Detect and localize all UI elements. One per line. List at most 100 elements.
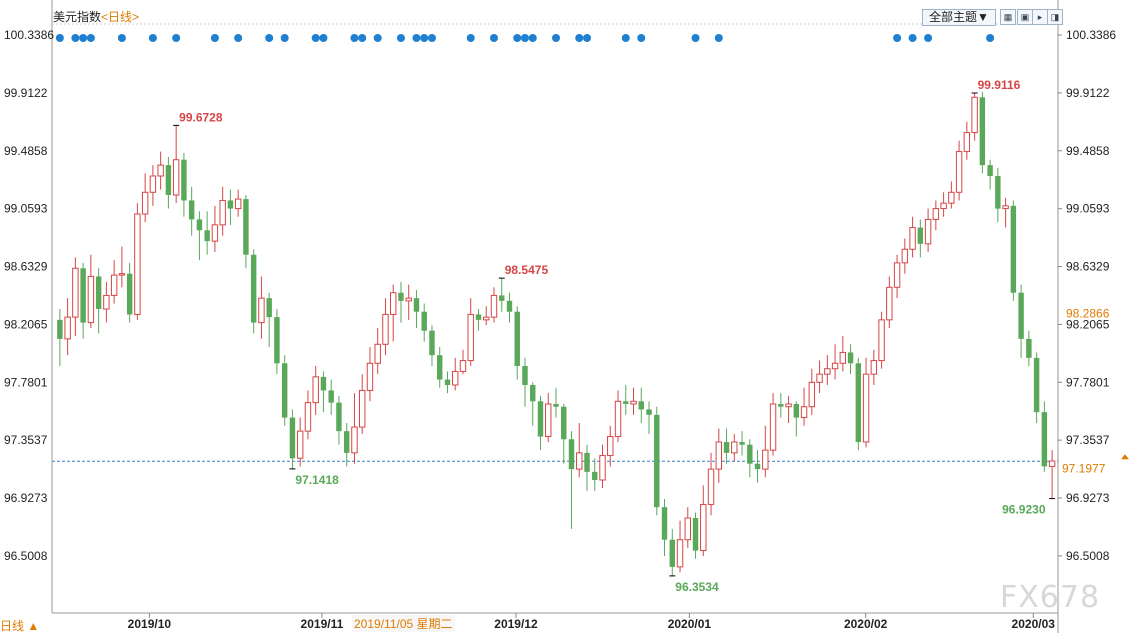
play-icon[interactable]: ▸ bbox=[1032, 9, 1048, 25]
candle-body-up bbox=[351, 426, 358, 454]
candle-body-down bbox=[739, 442, 745, 445]
candle-body-down bbox=[584, 452, 590, 472]
candle-body-down bbox=[553, 404, 559, 407]
candle-body-down bbox=[188, 200, 195, 220]
y-tick-label-left: 98.2065 bbox=[4, 317, 48, 331]
candle-body-down bbox=[281, 363, 288, 418]
candle-body-up bbox=[374, 343, 381, 364]
candle-body-down bbox=[289, 417, 296, 459]
candle-body-down bbox=[429, 330, 435, 356]
candle-body-down bbox=[475, 314, 482, 320]
event-marker-dot bbox=[714, 34, 723, 42]
event-marker-dot bbox=[637, 34, 646, 42]
candle-body-up bbox=[452, 370, 459, 386]
period-switch[interactable]: 日线 ▲ bbox=[0, 619, 40, 633]
y-tick-label-right: 97.3537 bbox=[1066, 433, 1110, 447]
candle-body-up bbox=[87, 275, 95, 324]
candle-body-down bbox=[669, 539, 675, 567]
candle-body-up bbox=[614, 400, 622, 438]
candle-body-up bbox=[839, 351, 847, 364]
period-label[interactable]: <日线> bbox=[101, 10, 140, 24]
candle-body-down bbox=[661, 507, 668, 540]
candle-body-up bbox=[862, 373, 870, 443]
candle-body-down bbox=[444, 379, 451, 385]
candle-body-up bbox=[909, 227, 916, 250]
high-annotation: 98.5475 bbox=[505, 263, 549, 277]
event-marker-dot bbox=[86, 34, 95, 42]
event-marker-dot bbox=[311, 34, 320, 42]
y-tick-label-right: 98.2065 bbox=[1066, 317, 1110, 331]
y-tick-label-right: 98.6329 bbox=[1066, 260, 1110, 274]
candle-body-up bbox=[157, 164, 164, 177]
event-marker-dot bbox=[924, 34, 933, 42]
candle-body-down bbox=[274, 317, 280, 364]
candle-body-up bbox=[141, 191, 149, 215]
theme-dropdown-button[interactable]: 全部主题▼ bbox=[922, 9, 996, 26]
event-marker-dot bbox=[280, 34, 289, 42]
y-tick-label-left: 99.0593 bbox=[4, 202, 48, 216]
candle-body-up bbox=[932, 208, 940, 220]
event-marker-dot bbox=[520, 34, 529, 42]
candle-body-down bbox=[747, 444, 753, 464]
event-marker-dot bbox=[148, 34, 157, 42]
x-tick-label: 2019/10 bbox=[128, 617, 172, 631]
up-arrow-icon bbox=[1121, 454, 1129, 460]
candle-body-down bbox=[1010, 205, 1017, 293]
candle-body-up bbox=[405, 297, 412, 302]
panel-toggle-icon[interactable]: ◨ bbox=[1047, 9, 1063, 25]
x-tick-label: 2019/12 bbox=[494, 617, 538, 631]
candle-body-down bbox=[320, 376, 327, 391]
candle-body-down bbox=[537, 401, 544, 437]
candle-body-up bbox=[134, 213, 141, 315]
y-tick-label-left: 97.3537 bbox=[4, 433, 48, 447]
hover-date-tooltip: 2019/11/05 星期二 bbox=[352, 615, 455, 632]
candle-body-down bbox=[421, 311, 427, 331]
candle-body-up bbox=[971, 96, 978, 134]
event-marker-dot bbox=[71, 34, 80, 42]
x-tick-label: 2020/02 bbox=[844, 617, 888, 631]
candle-body-up bbox=[118, 273, 126, 276]
candle-body-down bbox=[437, 355, 443, 380]
candle-body-down bbox=[987, 165, 993, 176]
event-marker-dot bbox=[893, 34, 902, 42]
candle-body-down bbox=[522, 366, 528, 385]
low-annotation: 96.9230 bbox=[1002, 503, 1046, 517]
x-tick-label: 2020/01 bbox=[668, 617, 712, 631]
watermark-logo: FX678 bbox=[1000, 580, 1101, 615]
event-marker-dot bbox=[528, 34, 537, 42]
candle-body-up bbox=[467, 313, 474, 362]
event-marker-dot bbox=[373, 34, 382, 42]
y-tick-label-left: 98.6329 bbox=[4, 260, 48, 274]
candle-body-up bbox=[955, 151, 963, 193]
layout-single-icon[interactable]: ▣ bbox=[1017, 9, 1033, 25]
y-tick-label-right: 99.9122 bbox=[1066, 86, 1110, 100]
candle-body-down bbox=[754, 463, 761, 470]
layout-grid-icon[interactable]: ▦ bbox=[1000, 9, 1016, 25]
candle-body-up bbox=[72, 267, 79, 318]
candle-body-up bbox=[948, 191, 955, 204]
candle-body-down bbox=[561, 406, 567, 440]
candle-body-up bbox=[490, 294, 498, 318]
event-marker-dot bbox=[319, 34, 328, 42]
event-marker-dot bbox=[396, 34, 405, 42]
candle-body-down bbox=[995, 176, 1001, 209]
candle-body-down bbox=[250, 254, 257, 323]
candle-body-up bbox=[769, 403, 777, 451]
candle-body-up bbox=[676, 539, 684, 568]
candle-body-down bbox=[723, 442, 730, 453]
event-marker-dot bbox=[908, 34, 917, 42]
candle-body-up bbox=[878, 319, 885, 362]
candle-body-up bbox=[870, 360, 878, 375]
event-marker-dot bbox=[489, 34, 498, 42]
candle-body-up bbox=[576, 452, 583, 470]
candle-body-up bbox=[924, 218, 932, 245]
candle-body-down bbox=[638, 401, 644, 410]
candle-body-down bbox=[196, 219, 203, 231]
candle-body-down bbox=[592, 471, 598, 480]
candle-body-down bbox=[979, 97, 986, 166]
candle-body-down bbox=[692, 518, 699, 551]
candle-body-down bbox=[126, 273, 133, 315]
candle-body-up bbox=[459, 360, 467, 372]
candle-body-down bbox=[227, 200, 234, 209]
